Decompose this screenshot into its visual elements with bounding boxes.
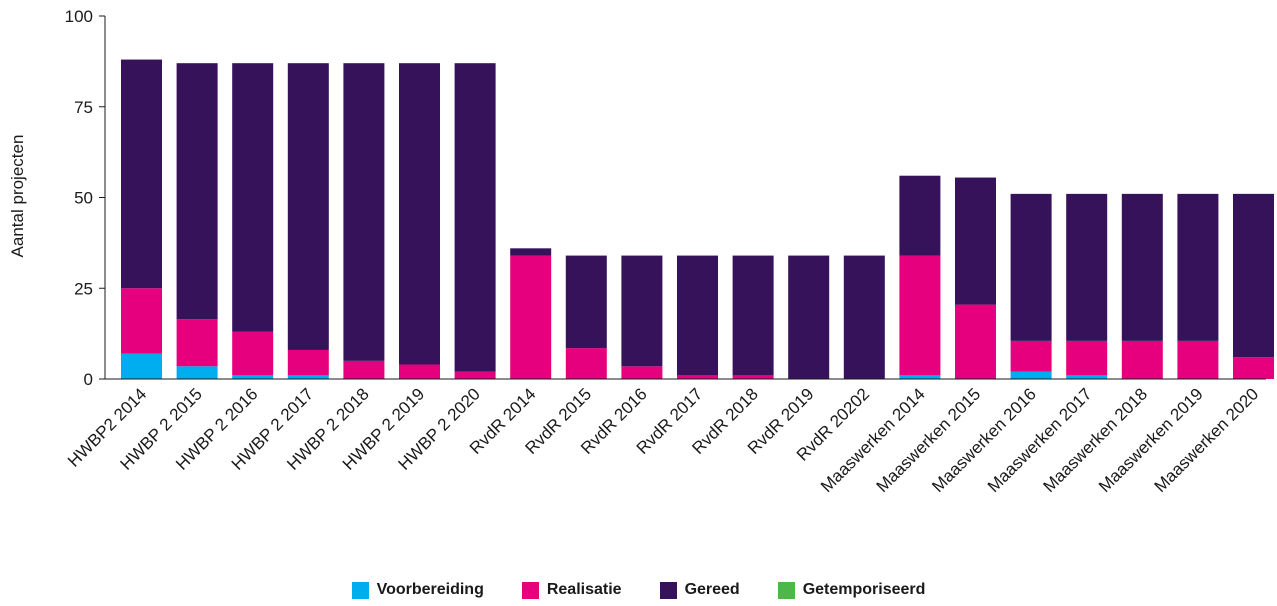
bar-segment-gereed [621, 255, 663, 367]
bar-segment-realisatie [343, 360, 385, 379]
bar-segment-gereed [1121, 193, 1163, 341]
bar-segment-realisatie [1010, 340, 1052, 372]
bar-segment-realisatie [287, 349, 329, 376]
bar-segment-gereed [843, 255, 885, 379]
bar-segment-voorbereiding [121, 353, 162, 379]
bar-segment-gereed [454, 63, 496, 372]
y-tick-label: 0 [84, 370, 93, 389]
bar-segment-realisatie [677, 375, 718, 379]
bar-segment-gereed [399, 63, 440, 365]
bar-segment-gereed [1233, 193, 1274, 358]
bar-segment-gereed [1177, 193, 1219, 341]
y-tick-label: 75 [74, 98, 93, 117]
legend-swatch [351, 581, 369, 599]
y-tick-label: 100 [65, 7, 93, 26]
legend-item: Gereed [659, 581, 740, 599]
bar-segment-gereed [565, 255, 607, 349]
bar-segment-gereed [232, 63, 274, 332]
y-axis: 0 25 50 75 100 [65, 7, 106, 389]
legend-label: Gereed [684, 581, 740, 598]
x-tick-label: Maaswerken 2019 [1095, 384, 1207, 496]
bar-segment-realisatie [454, 371, 496, 379]
bar-segment-realisatie [565, 348, 607, 379]
bar-segment-realisatie [1121, 340, 1163, 379]
bar-segment-gereed [732, 255, 774, 376]
y-axis-title: Aantal projecten [8, 135, 27, 258]
bar-segment-gereed [176, 63, 218, 320]
bar-segment-gereed [677, 255, 718, 376]
bar-segment-gereed [955, 177, 996, 305]
bar-segment-gereed [1066, 193, 1108, 341]
x-tick-label: Maaswerken 2016 [928, 384, 1040, 496]
x-tick-label: Maaswerken 2017 [984, 384, 1096, 496]
bar-segment-realisatie [176, 319, 218, 367]
legend-label: Realisatie [546, 581, 622, 598]
bars [121, 59, 1274, 379]
x-tick-label: Maaswerken 2020 [1151, 384, 1263, 496]
bar-segment-realisatie [955, 304, 996, 379]
legend-item: Voorbereiding [351, 581, 484, 599]
bar-segment-gereed [510, 248, 552, 256]
bar-segment-voorbereiding [232, 375, 274, 379]
legend-swatch [777, 581, 795, 599]
bar-segment-realisatie [899, 255, 941, 376]
bar-segment-gereed [121, 59, 162, 289]
legend: Voorbereiding Realisatie Gereed Getemporise… [0, 581, 1277, 599]
bar-segment-realisatie [1177, 340, 1219, 379]
x-tick-label: Maaswerken 2015 [873, 384, 985, 496]
bar-segment-realisatie [399, 364, 440, 379]
bar-segment-realisatie [232, 331, 274, 376]
bar-segment-voorbereiding [899, 375, 941, 379]
bar-segment-realisatie [621, 366, 663, 379]
bar-segment-realisatie [1233, 357, 1274, 379]
bar-segment-voorbereiding [176, 366, 218, 379]
bar-segment-voorbereiding [1010, 371, 1052, 379]
bar-segment-realisatie [1066, 340, 1108, 376]
x-tick-label: Maaswerken 2018 [1039, 384, 1151, 496]
bar-segment-gereed [788, 255, 830, 379]
bar-segment-gereed [899, 175, 941, 256]
legend-swatch [659, 581, 677, 599]
bar-segment-gereed [1010, 193, 1052, 341]
legend-item: Realisatie [521, 581, 622, 599]
bar-segment-realisatie [732, 375, 774, 379]
legend-swatch [521, 581, 539, 599]
legend-label: Getemporiseerd [802, 581, 926, 598]
legend-item: Getemporiseerd [777, 581, 926, 599]
bar-segment-realisatie [510, 255, 552, 379]
y-tick-label: 25 [74, 279, 93, 298]
bar-segment-gereed [343, 63, 385, 361]
bar-segment-realisatie [121, 288, 162, 354]
y-tick-label: 50 [74, 189, 93, 208]
bar-segment-gereed [287, 63, 329, 350]
bar-segment-voorbereiding [1066, 375, 1108, 379]
legend-label: Voorbereiding [376, 581, 484, 598]
x-tick-label: Maaswerken 2014 [817, 384, 929, 496]
bar-segment-voorbereiding [287, 375, 329, 379]
